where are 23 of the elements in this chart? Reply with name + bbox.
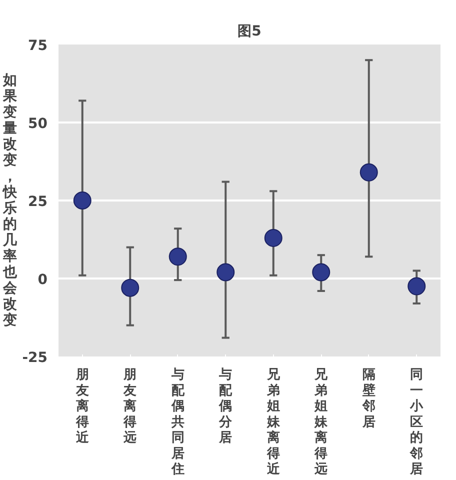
x-tick-label: 朋友离得近 <box>74 368 90 446</box>
point <box>73 192 92 210</box>
y-tick-label: 75 <box>28 38 48 54</box>
x-tick-label: 与配偶共同居住 <box>170 368 186 477</box>
point <box>168 248 187 266</box>
point <box>408 277 426 296</box>
x-tick-label: 兄弟姐妹离得近 <box>266 368 281 477</box>
text: 如果变量改变，快乐的几率也会改变 <box>3 72 18 328</box>
x-tick-label: 同一小区的邻居 <box>409 368 424 477</box>
point <box>360 163 378 182</box>
point <box>121 278 140 297</box>
chart-title: 图5 <box>238 24 262 40</box>
point <box>216 263 235 282</box>
y-tick-label: 50 <box>28 116 48 132</box>
point <box>264 228 282 247</box>
x-tick-label: 隔壁邻居 <box>361 368 376 430</box>
x-tick-label: 朋友离得远 <box>122 368 138 446</box>
point <box>312 263 330 282</box>
y-tick-label: 0 <box>38 272 48 288</box>
y-tick-label: 25 <box>28 194 48 210</box>
x-tick-label: 兄弟姐妹离得远 <box>314 368 329 477</box>
x-tick-label: 与配偶分居 <box>218 368 234 446</box>
y-tick-label: -25 <box>22 350 48 366</box>
